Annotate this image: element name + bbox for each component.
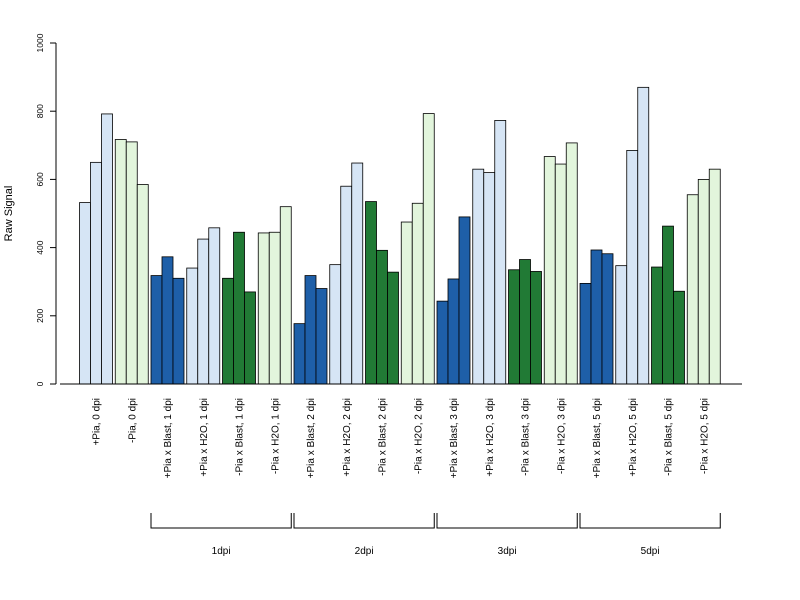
x-tick-labels: +Pia, 0 dpi -Pia, 0 dpi +Pia x Blast, 1 dp… bbox=[92, 398, 711, 478]
x-tick-label: -Pia x Blast, 3 dpi bbox=[521, 398, 532, 476]
bar bbox=[519, 259, 531, 385]
bar bbox=[458, 216, 471, 385]
bar bbox=[615, 265, 628, 385]
bar bbox=[400, 221, 413, 385]
y-axis: 0 200 400 600 800 1000 bbox=[35, 33, 57, 386]
bar bbox=[651, 266, 663, 385]
bar bbox=[279, 206, 292, 385]
bar bbox=[579, 282, 592, 385]
x-tick-label: +Pia x H2O, 3 dpi bbox=[485, 398, 496, 477]
bar bbox=[315, 288, 328, 385]
x-tick-label: +Pia x Blast, 2 dpi bbox=[306, 398, 317, 478]
bar bbox=[508, 269, 520, 385]
x-tick-label: -Pia x H2O, 5 dpi bbox=[699, 398, 710, 474]
bar bbox=[626, 150, 639, 385]
bar bbox=[125, 141, 138, 385]
group-bracket bbox=[436, 513, 578, 529]
bar bbox=[150, 275, 163, 385]
bar bbox=[411, 202, 424, 385]
bar bbox=[114, 139, 127, 385]
bar bbox=[244, 291, 256, 385]
group-label: 5dpi bbox=[641, 546, 660, 557]
group-label: 3dpi bbox=[498, 546, 517, 557]
group-bracket bbox=[293, 513, 435, 529]
x-tick-label: +Pia x H2O, 5 dpi bbox=[628, 398, 639, 477]
bar bbox=[601, 253, 614, 385]
bar bbox=[447, 278, 460, 385]
bar bbox=[233, 231, 245, 385]
x-tick-label: -Pia x H2O, 3 dpi bbox=[556, 398, 567, 474]
bar bbox=[554, 163, 567, 385]
x-tick-label: -Pia x H2O, 1 dpi bbox=[270, 398, 281, 474]
bar bbox=[304, 275, 317, 385]
bar bbox=[472, 168, 485, 385]
x-tick-label: +Pia x H2O, 1 dpi bbox=[199, 398, 210, 477]
y-tick-label: 400 bbox=[35, 240, 45, 254]
bar bbox=[530, 271, 542, 385]
x-tick-label: -Pia, 0 dpi bbox=[127, 398, 138, 443]
bar bbox=[340, 185, 353, 385]
bar bbox=[79, 202, 91, 385]
y-tick-label: 1000 bbox=[35, 33, 45, 52]
bar bbox=[197, 238, 210, 385]
bar bbox=[436, 300, 449, 385]
bar bbox=[494, 120, 507, 385]
y-tick-label: 200 bbox=[35, 308, 45, 322]
bar bbox=[708, 168, 721, 385]
group-brackets: 1dpi 2dpi 3dpi 5dpi bbox=[150, 513, 721, 557]
x-tick-label: +Pia x Blast, 3 dpi bbox=[449, 398, 460, 478]
bar bbox=[222, 277, 234, 385]
y-tick-label: 800 bbox=[35, 104, 45, 118]
x-tick-label: -Pia x Blast, 1 dpi bbox=[235, 398, 246, 476]
bar bbox=[686, 194, 699, 385]
bar bbox=[172, 277, 185, 385]
x-tick-label: +Pia x Blast, 5 dpi bbox=[592, 398, 603, 478]
y-axis-label: Raw Signal bbox=[3, 186, 15, 242]
bar bbox=[268, 231, 281, 385]
bar bbox=[186, 267, 199, 385]
bar bbox=[662, 225, 674, 385]
group-bracket bbox=[579, 513, 721, 529]
bar bbox=[136, 184, 149, 385]
bar bbox=[101, 113, 113, 385]
bar bbox=[90, 161, 102, 385]
bar bbox=[543, 156, 556, 385]
bars-layer bbox=[79, 86, 721, 385]
x-tick-label: +Pia, 0 dpi bbox=[92, 398, 103, 446]
y-tick-label: 600 bbox=[35, 172, 45, 186]
bar bbox=[483, 172, 496, 385]
bar bbox=[293, 323, 306, 385]
x-tick-label: +Pia x H2O, 2 dpi bbox=[342, 398, 353, 477]
x-tick-label: -Pia x Blast, 5 dpi bbox=[664, 398, 675, 476]
bar bbox=[697, 178, 710, 385]
bar bbox=[637, 86, 650, 385]
y-tick-label: 0 bbox=[35, 381, 45, 386]
bar bbox=[590, 249, 603, 385]
x-tick-label: -Pia x Blast, 2 dpi bbox=[378, 398, 389, 476]
bar bbox=[422, 113, 435, 385]
x-tick-label: +Pia x Blast, 1 dpi bbox=[163, 398, 174, 478]
bar bbox=[565, 142, 578, 385]
bar bbox=[161, 256, 174, 385]
bar bbox=[365, 201, 377, 385]
bar bbox=[351, 162, 364, 385]
group-label: 2dpi bbox=[355, 546, 374, 557]
x-tick-label: -Pia x H2O, 2 dpi bbox=[413, 398, 424, 474]
bar bbox=[257, 232, 270, 385]
bar bbox=[329, 264, 342, 385]
group-label: 1dpi bbox=[212, 546, 231, 557]
bar bbox=[376, 249, 388, 385]
group-bracket bbox=[150, 513, 292, 529]
bar bbox=[673, 290, 685, 385]
bar bbox=[208, 227, 221, 385]
bar bbox=[387, 271, 399, 385]
